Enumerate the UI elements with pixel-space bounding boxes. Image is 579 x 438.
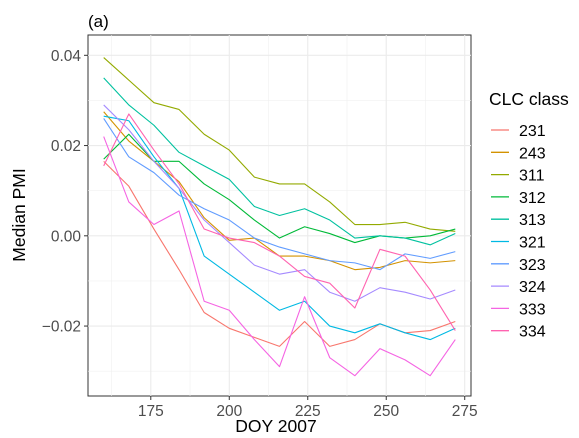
x-axis-title: DOY 2007 xyxy=(235,416,316,436)
y-tick-label: 0.04 xyxy=(51,48,82,65)
legend: 231 243 311 312 313 321 323 324 333 334 xyxy=(491,123,546,341)
y-axis-title: Median PMI xyxy=(9,168,29,261)
series-line-313 xyxy=(103,77,456,246)
series-line-321 xyxy=(103,115,456,341)
legend-label-321: 321 xyxy=(519,235,546,252)
y-tick-label: 0.00 xyxy=(51,228,82,245)
legend-label-313: 313 xyxy=(519,212,546,229)
series-line-323 xyxy=(103,118,456,271)
legend-label-334: 334 xyxy=(519,324,546,341)
y-tick-label: −0.02 xyxy=(42,319,81,336)
grid-lines xyxy=(88,35,471,396)
x-tick-label: 200 xyxy=(216,403,242,420)
y-tick-label: 0.02 xyxy=(51,138,81,155)
x-tick-label: 175 xyxy=(138,403,164,420)
x-tick-label: 225 xyxy=(295,403,321,420)
panel-tag: (a) xyxy=(88,12,109,31)
legend-label-324: 324 xyxy=(519,279,546,296)
legend-label-312: 312 xyxy=(519,190,546,207)
x-tick-label: 275 xyxy=(452,403,478,420)
series-line-311 xyxy=(103,57,456,232)
legend-label-243: 243 xyxy=(519,145,546,162)
series-line-334 xyxy=(103,113,456,331)
legend-label-311: 311 xyxy=(519,168,545,185)
series-line-333 xyxy=(103,136,456,377)
legend-title: CLC class xyxy=(489,89,569,109)
legend-label-333: 333 xyxy=(519,301,546,318)
legend-label-231: 231 xyxy=(519,123,546,140)
axes: 175 200 225 250 275 −0.02 0.00 0.02 0.04 xyxy=(42,48,478,420)
legend-label-323: 323 xyxy=(519,257,546,274)
series-lines xyxy=(103,57,456,377)
series-line-324 xyxy=(103,104,456,302)
x-tick-label: 250 xyxy=(373,403,399,420)
